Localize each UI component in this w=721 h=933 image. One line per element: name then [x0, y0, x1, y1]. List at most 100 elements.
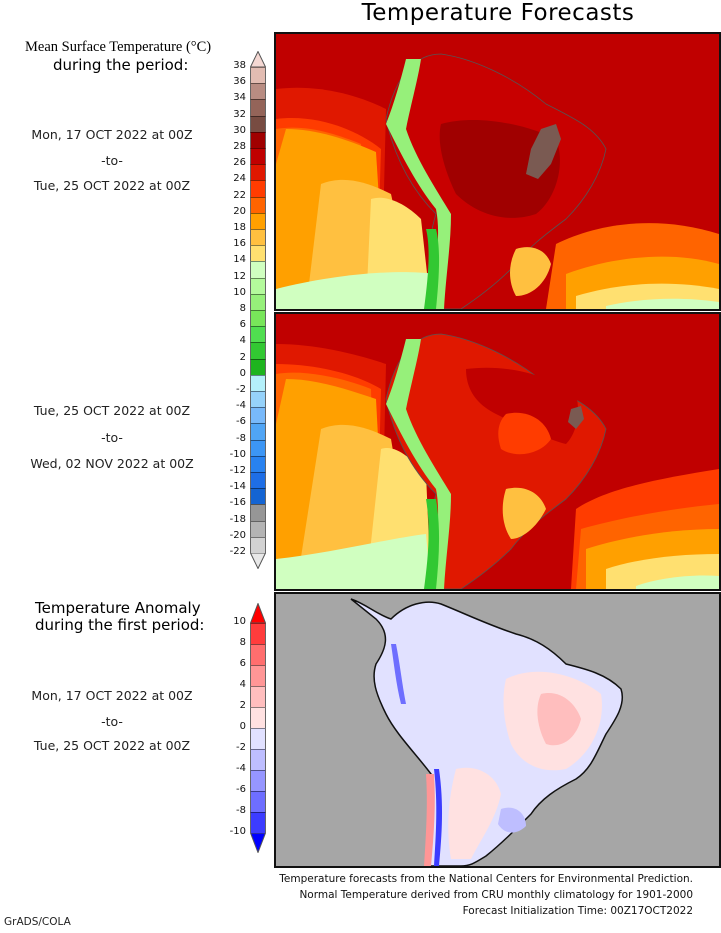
map-panel-anomaly: [274, 592, 721, 868]
period2-sep: -to-: [101, 430, 123, 445]
colorbar-segment: [250, 791, 266, 812]
colorbar-segment: [250, 707, 266, 728]
colorbar-tick-label: 4: [239, 679, 246, 690]
colorbar-tick-label: 10: [233, 286, 246, 298]
colorbar-tick-label: -6: [236, 416, 246, 428]
colorbar-tick-label: 34: [233, 92, 246, 104]
colorbar-tick-label: -4: [236, 763, 246, 774]
colorbar-tick-label: 0: [239, 367, 246, 379]
colorbar-segment: [250, 374, 266, 391]
andes-cool-band: [386, 59, 451, 309]
anomaly-legend-title-line2: during the first period:: [35, 616, 205, 634]
colorbar-segment: [250, 196, 266, 213]
footer-line-2: Normal Temperature derived from CRU mont…: [299, 889, 693, 901]
anomaly-colorbar-labels: 10 8 6 4 2 0 -2 -4 -6 -8 -10: [220, 0, 246, 933]
colorbar-segment: [250, 83, 266, 100]
colorbar-tick-label: 20: [233, 205, 246, 217]
footer-line-1: Temperature forecasts from the National …: [279, 873, 693, 885]
colorbar-tick-label: 2: [239, 351, 246, 363]
mean-legend-title: Mean Surface Temperature (°C): [25, 39, 212, 55]
colorbar-tick-label: -10: [229, 826, 246, 837]
colorbar-segment: [250, 164, 266, 181]
period2-start: Tue, 25 OCT 2022 at 00Z: [33, 403, 191, 418]
contour-12: [276, 272, 436, 309]
anomaly-period-end: Tue, 25 OCT 2022 at 00Z: [33, 738, 191, 753]
colorbar-segment: [250, 180, 266, 197]
colorbar-tick-label: 12: [233, 270, 246, 282]
southeast-cool: [502, 487, 546, 539]
anomaly-legend-title-line1: Temperature Anomaly: [35, 599, 201, 617]
colorbar-tick-label: 16: [233, 238, 246, 250]
positive-anomaly-core: [537, 693, 581, 746]
colorbar-tick-label: 4: [239, 335, 246, 347]
hotspot-above-30: [568, 406, 584, 429]
colorbar-tick-label: 6: [239, 319, 246, 331]
colorbar-tick-label: -18: [229, 513, 246, 525]
colorbar-segment: [250, 115, 266, 132]
mean-temp-colorbar: [250, 51, 266, 579]
colorbar-tick-label: -14: [229, 481, 246, 493]
colorbar-segment: [250, 623, 266, 644]
andes-high-band: [424, 229, 440, 309]
colorbar-tick-label: -2: [236, 384, 246, 395]
colorbar-segment: [250, 310, 266, 327]
colorbar-segment: [250, 358, 266, 375]
hotspot-above-30: [526, 124, 561, 179]
colorbar-tick-label: -20: [229, 529, 246, 541]
colorbar-segment: [250, 407, 266, 424]
mean-temp-colorbar-labels: 38 36 34 32 30 28 26 24 22 20 18 16 14 12 10 8 6 4 2 0 -2 -4-…: [220, 0, 246, 933]
hot-north: [466, 367, 578, 444]
colorbar-segment: [250, 728, 266, 749]
colorbar-segment: [250, 148, 266, 165]
colorbar-segment: [250, 229, 266, 246]
colorbar-tick-label: 26: [233, 157, 246, 169]
period2-end: Wed, 02 NOV 2022 at 00Z: [30, 456, 194, 471]
colorbar-tick-label: -8: [236, 432, 246, 444]
colorbar-tick-label: 32: [233, 108, 246, 120]
footer-line-3: Forecast Initialization Time: 00Z17OCT20…: [462, 905, 693, 917]
colorbar-segment: [250, 504, 266, 521]
colorbar-segment: [250, 455, 266, 472]
colorbar-segment: [250, 212, 266, 229]
colorbar-tick-label: 8: [239, 637, 246, 648]
mean-temp-map-2: [276, 314, 719, 589]
positive-anomaly-argentina: [448, 767, 501, 859]
anomaly-period-start: Mon, 17 OCT 2022 at 00Z: [31, 688, 193, 703]
contour-south-atl-5: [636, 575, 719, 589]
main-title: Temperature Forecasts: [361, 0, 635, 26]
colorbar-segment: [250, 293, 266, 310]
colorbar-segment: [250, 686, 266, 707]
colombia-negative-strip: [391, 644, 406, 704]
colorbar-segment: [250, 439, 266, 456]
colorbar-segment: [250, 131, 266, 148]
colorbar-segment: [250, 67, 266, 84]
colorbar-segment: [250, 391, 266, 408]
colorbar-tick-label: 0: [239, 721, 246, 732]
colorbar-segment: [250, 770, 266, 791]
colorbar-tick-label: -6: [236, 784, 246, 795]
period1-start: Mon, 17 OCT 2022 at 00Z: [31, 127, 193, 142]
uruguay-cool: [510, 247, 551, 296]
colorbar-segment: [250, 277, 266, 294]
colorbar-tick-label: 36: [233, 76, 246, 88]
colorbar-bottom-arrow: [250, 833, 266, 853]
colorbar-tick-label: 18: [233, 222, 246, 233]
anomaly-period-sep: -to-: [101, 714, 123, 729]
colorbar-tick-label: 38: [233, 60, 246, 71]
colorbar-top-arrow: [250, 51, 266, 67]
colorbar-segment: [250, 245, 266, 262]
andes-cool-band: [386, 339, 451, 589]
colorbar-tick-label: 6: [239, 658, 246, 669]
contour-12: [276, 534, 431, 589]
period1-end: Tue, 25 OCT 2022 at 00Z: [33, 178, 191, 193]
andes-negative-strip: [434, 769, 443, 866]
colorbar-bottom-arrow: [250, 553, 266, 569]
anomaly-colorbar: [250, 603, 266, 879]
colorbar-tick-label: 24: [233, 173, 246, 185]
colorbar-tick-label: 22: [233, 189, 246, 201]
chile-positive-strip: [424, 774, 435, 866]
colorbar-segment: [250, 261, 266, 278]
map-panel-period1: [274, 32, 721, 311]
colorbar-tick-label: 28: [233, 141, 246, 152]
colorbar-tick-label: -2: [236, 742, 246, 753]
